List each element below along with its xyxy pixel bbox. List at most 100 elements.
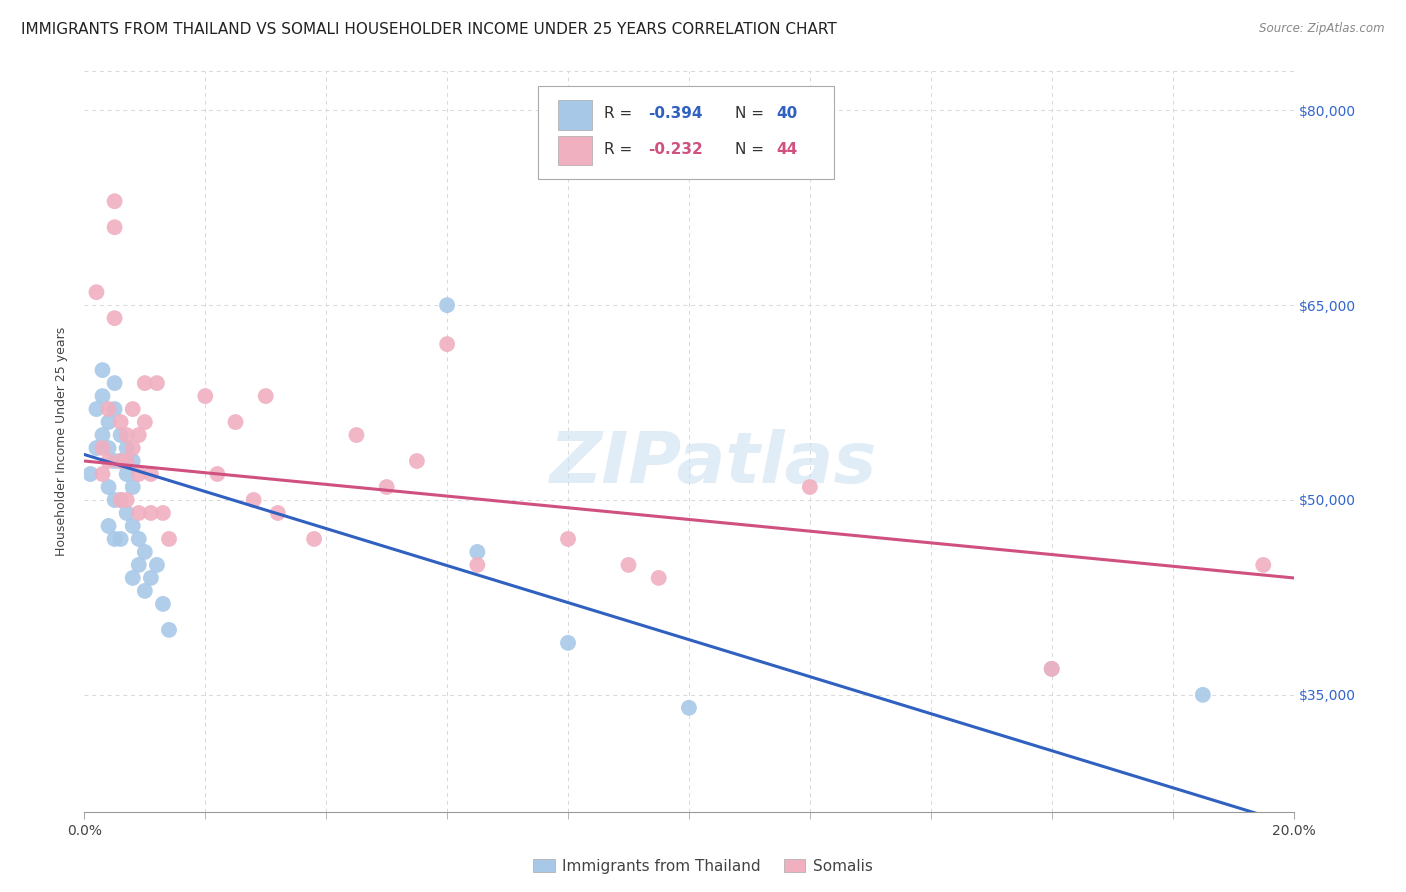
FancyBboxPatch shape (558, 100, 592, 130)
Point (1192, 688, 1215, 702)
Point (110, 454, 132, 468)
Text: Source: ZipAtlas.com: Source: ZipAtlas.com (1260, 22, 1385, 36)
Point (1040, 662, 1063, 676)
Point (97, 441, 120, 455)
Point (79, 467, 101, 481)
Point (157, 532, 180, 546)
Point (121, 519, 143, 533)
Point (678, 701, 700, 715)
Point (104, 532, 127, 546)
Point (157, 623, 180, 637)
Point (91, 389, 114, 403)
Text: N =: N = (735, 142, 769, 157)
Point (436, 337, 458, 351)
Point (97, 402, 120, 417)
Text: 44: 44 (776, 142, 797, 157)
Point (134, 545, 156, 559)
Point (110, 454, 132, 468)
Point (86, 285, 108, 300)
Text: -0.232: -0.232 (648, 142, 703, 157)
Point (97, 519, 120, 533)
Point (121, 454, 143, 468)
Text: R =: R = (605, 142, 637, 157)
Point (557, 636, 579, 650)
Point (436, 298, 458, 312)
Text: ZIPatlas: ZIPatlas (550, 429, 877, 499)
Point (110, 493, 132, 508)
Point (467, 558, 489, 572)
Point (104, 220, 127, 235)
FancyBboxPatch shape (538, 87, 834, 178)
Point (128, 506, 150, 520)
Point (406, 454, 429, 468)
Point (128, 428, 150, 442)
Point (194, 389, 217, 403)
Point (267, 506, 290, 520)
Point (104, 311, 127, 326)
Point (225, 415, 247, 429)
Point (91, 441, 114, 455)
Point (134, 415, 156, 429)
Point (121, 441, 143, 455)
Point (104, 402, 127, 417)
Text: N =: N = (735, 106, 769, 121)
Point (121, 480, 143, 494)
Point (302, 532, 325, 546)
Point (91, 428, 114, 442)
Point (146, 558, 169, 572)
Point (86, 402, 108, 417)
Point (128, 532, 150, 546)
Point (91, 467, 114, 481)
Point (97, 454, 120, 468)
Point (207, 467, 229, 481)
Legend: Immigrants from Thailand, Somalis: Immigrants from Thailand, Somalis (527, 853, 879, 880)
Y-axis label: Householder Income Under 25 years: Householder Income Under 25 years (55, 326, 69, 557)
Point (115, 467, 138, 481)
Point (110, 532, 132, 546)
Point (115, 428, 138, 442)
Point (617, 558, 640, 572)
Point (110, 415, 132, 429)
Point (152, 597, 174, 611)
Point (139, 467, 162, 481)
Point (799, 480, 821, 494)
Text: R =: R = (605, 106, 637, 121)
Point (1040, 662, 1063, 676)
Point (104, 376, 127, 390)
Point (97, 480, 120, 494)
Point (121, 571, 143, 585)
Point (134, 376, 156, 390)
Point (110, 428, 132, 442)
Point (139, 506, 162, 520)
Point (104, 493, 127, 508)
Point (152, 506, 174, 520)
Text: 40: 40 (776, 106, 797, 121)
Point (1253, 558, 1275, 572)
Point (134, 583, 156, 598)
Point (115, 506, 138, 520)
Point (110, 493, 132, 508)
Text: -0.394: -0.394 (648, 106, 703, 121)
Point (375, 480, 398, 494)
Point (557, 532, 579, 546)
Point (128, 558, 150, 572)
Point (115, 441, 138, 455)
Point (104, 194, 127, 209)
Text: IMMIGRANTS FROM THAILAND VS SOMALI HOUSEHOLDER INCOME UNDER 25 YEARS CORRELATION: IMMIGRANTS FROM THAILAND VS SOMALI HOUSE… (21, 22, 837, 37)
Point (128, 467, 150, 481)
Point (115, 454, 138, 468)
Point (115, 493, 138, 508)
Point (121, 402, 143, 417)
Point (104, 454, 127, 468)
Point (467, 545, 489, 559)
Point (254, 389, 277, 403)
Point (242, 493, 264, 508)
Point (648, 571, 671, 585)
Point (97, 415, 120, 429)
Point (346, 428, 368, 442)
Point (139, 571, 162, 585)
FancyBboxPatch shape (558, 136, 592, 165)
Point (146, 376, 169, 390)
Point (86, 441, 108, 455)
Point (91, 363, 114, 377)
